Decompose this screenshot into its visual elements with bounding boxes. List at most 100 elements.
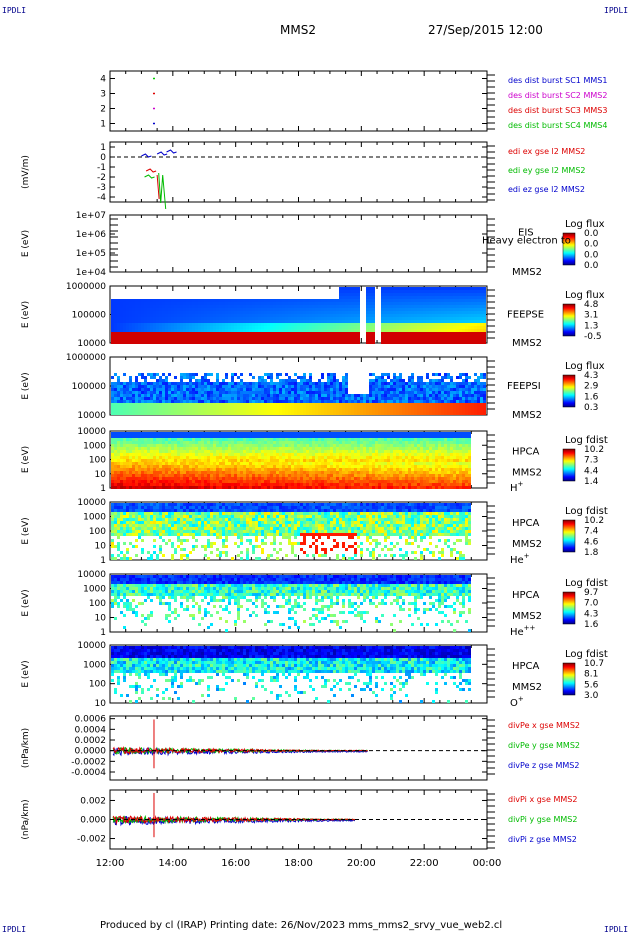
y-tick-label: 10 [95, 542, 107, 552]
colorbar [562, 448, 576, 482]
colorbar-tick-label: 4.8 [584, 300, 599, 310]
instrument-label: HPCA [512, 518, 540, 529]
colorbar-tick-label: 1.3 [584, 321, 598, 331]
legend-entry: divPi y gse MMS2 [508, 815, 577, 824]
panel-frame [109, 70, 488, 132]
legend-entry: edi ey gse l2 MMS2 [508, 166, 586, 175]
colorbar-title: Log fdist [565, 506, 608, 517]
colorbar-tick-label: 1.6 [584, 620, 599, 630]
x-tick-label: 14:00 [158, 858, 187, 869]
spacecraft-title: MMS2 [280, 23, 316, 37]
colorbar-tick-label: 0.0 [584, 229, 599, 239]
colorbar-tick-label: 7.4 [584, 527, 599, 537]
edi-trace [145, 168, 157, 173]
corner-label-tr: IPDLI [604, 6, 629, 15]
legend-entry: des dist burst SC1 MMS1 [508, 76, 607, 85]
spectrogram [111, 575, 471, 632]
colorbar-tick-label: 4.4 [584, 466, 599, 476]
colorbar-tick-label: 8.1 [584, 670, 598, 680]
footer-text: Produced by cl (IRAP) Printing date: 26/… [100, 920, 503, 931]
y-tick-label: 2 [100, 105, 106, 115]
colorbar-tick-label: 10.2 [584, 445, 604, 455]
colorbar-title: Log flux [565, 361, 605, 372]
colorbar-title: Log fdist [565, 578, 608, 589]
colorbar [562, 662, 576, 696]
instrument-label: EIS [518, 228, 534, 239]
x-tick-label: 12:00 [96, 858, 125, 869]
spectrogram [111, 432, 471, 489]
x-tick-label: 16:00 [221, 858, 250, 869]
spacecraft-label: MMS2 [512, 611, 542, 622]
x-tick-label: 00:00 [473, 858, 502, 869]
legend-entry: edi ex gse l2 MMS2 [508, 147, 585, 156]
colorbar-tick-label: -0.5 [584, 332, 602, 342]
x-tick-label: 18:00 [284, 858, 313, 869]
spectrogram [111, 287, 486, 344]
overlay-label: Heavy electron to [482, 236, 571, 247]
instrument-label: HPCA [512, 590, 540, 601]
y-tick-label: 1000 [83, 513, 106, 523]
legend-entry: des dist burst SC3 MMS3 [508, 106, 607, 115]
legend-entry: des dist burst SC2 MMS2 [508, 91, 607, 100]
edi-trace [144, 174, 155, 179]
colorbar-tick-label: 3.0 [584, 691, 599, 701]
colorbar [562, 303, 576, 337]
y-tick-label: 100 [89, 456, 106, 466]
colorbar-tick-label: 4.6 [584, 537, 599, 547]
colorbar-tick-label: 2.9 [584, 382, 599, 392]
y-tick-label: 10000 [77, 339, 106, 349]
colorbar-tick-label: 3.1 [584, 311, 598, 321]
y-axis-label: E (eV) [21, 230, 31, 257]
y-axis-label: E (eV) [21, 372, 31, 399]
colorbar-tick-label: 0.0 [584, 250, 599, 260]
y-axis-label: (nPa/km) [21, 799, 31, 839]
y-tick-label: 0.0006 [75, 715, 107, 725]
y-tick-label: 0.002 [80, 796, 106, 806]
y-tick-label: 1 [100, 120, 106, 130]
y-tick-label: -4 [97, 193, 106, 203]
spacecraft-label: MMS2 [512, 682, 542, 693]
plot-area: 1 2 3 4 des dist burst SC1 MMS1 des dist burs… [21, 70, 608, 869]
y-axis-label: E (eV) [21, 517, 31, 544]
colorbar-title: Log fdist [565, 649, 608, 660]
y-tick-label: 10 [95, 614, 107, 624]
legend-entry: des dist burst SC4 MMS4 [508, 121, 607, 130]
spacecraft-label: MMS2 [512, 267, 542, 278]
y-tick-label: 4 [100, 75, 106, 85]
colorbar-tick-label: 7.0 [584, 599, 599, 609]
y-tick-label: 1000 [83, 660, 106, 670]
panel-frame [109, 715, 488, 781]
colorbar-tick-label: 1.8 [584, 548, 599, 558]
y-tick-label: 100 [89, 680, 106, 690]
datetime-title: 27/Sep/2015 12:00 [428, 23, 543, 37]
y-tick-label: -0.0004 [71, 768, 106, 778]
y-tick-label: 10 [95, 699, 107, 709]
colorbar-title: Log fdist [565, 435, 608, 446]
x-tick-label: 20:00 [347, 858, 376, 869]
y-tick-label: 10000 [77, 411, 106, 421]
y-tick-label: 10000 [77, 498, 106, 508]
corner-label-br: IPDLI [604, 925, 629, 934]
y-tick-label: 1 [100, 484, 106, 494]
y-tick-label: 10000 [77, 570, 106, 580]
y-tick-label: 10 [95, 470, 107, 480]
colorbar-title: Log flux [565, 219, 605, 230]
corner-label-tl: IPDLI [2, 6, 27, 15]
colorbar-tick-label: 4.3 [584, 609, 598, 619]
y-tick-label: 1e+05 [76, 249, 106, 259]
spacecraft-label: MMS2 [512, 539, 542, 550]
edi-trace [166, 149, 177, 154]
y-tick-label: 10000 [77, 427, 106, 437]
y-tick-label: 100 [89, 527, 106, 537]
y-tick-label: -2 [97, 173, 106, 183]
corner-label-bl: IPDLI [2, 925, 27, 934]
legend-entry: divPe x gse MMS2 [508, 721, 580, 730]
y-tick-label: 0.000 [80, 816, 106, 826]
y-axis-label: E (eV) [21, 301, 31, 328]
y-tick-label: 100 [89, 599, 106, 609]
colorbar-tick-label: 9.7 [584, 588, 598, 598]
legend-entry: divPi x gse MMS2 [508, 795, 577, 804]
colorbar-title: Log flux [565, 290, 605, 301]
edi-trace [156, 151, 168, 156]
y-tick-label: 0.0002 [75, 736, 107, 746]
